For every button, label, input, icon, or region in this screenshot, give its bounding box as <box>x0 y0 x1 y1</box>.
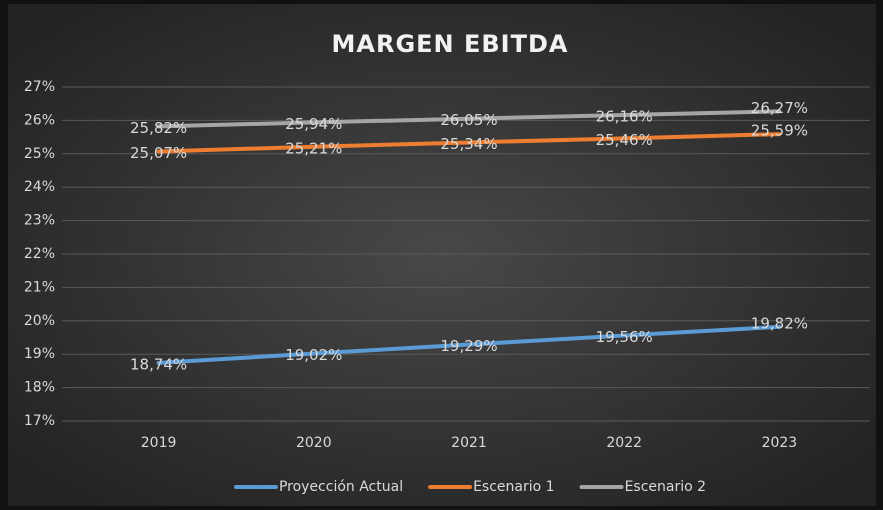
x-tick-label: 2019 <box>141 435 177 451</box>
data-label: 25,07% <box>130 144 187 162</box>
data-label: 25,94% <box>285 115 342 133</box>
data-label: 25,46% <box>596 131 653 149</box>
data-label: 19,29% <box>440 337 497 355</box>
legend-label: Escenario 1 <box>473 479 554 495</box>
y-tick-label: 25% <box>24 146 55 162</box>
y-tick-label: 18% <box>24 380 55 396</box>
legend: Proyección Actual Escenario 1 Escenario 2 <box>233 479 706 495</box>
series-line <box>156 132 782 154</box>
data-label: 19,56% <box>596 328 653 346</box>
data-label: 26,27% <box>751 99 808 117</box>
x-tick-label: 2022 <box>606 435 642 451</box>
y-tick-label: 20% <box>24 313 55 329</box>
y-tick-label: 27% <box>24 79 55 95</box>
data-label: 19,82% <box>751 314 808 332</box>
data-label: 26,05% <box>440 111 497 129</box>
data-label: 25,82% <box>130 119 187 137</box>
chart-background <box>8 4 876 506</box>
data-label: 18,74% <box>130 355 187 373</box>
series-line <box>156 109 782 129</box>
data-label: 25,21% <box>285 139 342 157</box>
y-tick-label: 26% <box>24 112 55 128</box>
x-tick-label: 2021 <box>451 435 487 451</box>
y-tick-label: 21% <box>24 279 55 295</box>
y-tick-label: 17% <box>24 413 55 429</box>
chart-title: MARGEN EBITDA <box>332 30 569 58</box>
y-tick-label: 19% <box>24 346 55 362</box>
x-tick-label: 2023 <box>762 435 798 451</box>
data-label: 25,59% <box>751 122 808 140</box>
x-tick-label: 2020 <box>296 435 332 451</box>
y-tick-label: 23% <box>24 213 55 229</box>
legend-label: Proyección Actual <box>279 479 403 495</box>
series-line <box>156 324 782 365</box>
legend-label: Escenario 2 <box>625 479 706 495</box>
y-tick-label: 24% <box>24 179 55 195</box>
data-label: 25,34% <box>440 135 497 153</box>
y-tick-label: 22% <box>24 246 55 262</box>
data-label: 26,16% <box>596 108 653 126</box>
data-label: 19,02% <box>285 346 342 364</box>
